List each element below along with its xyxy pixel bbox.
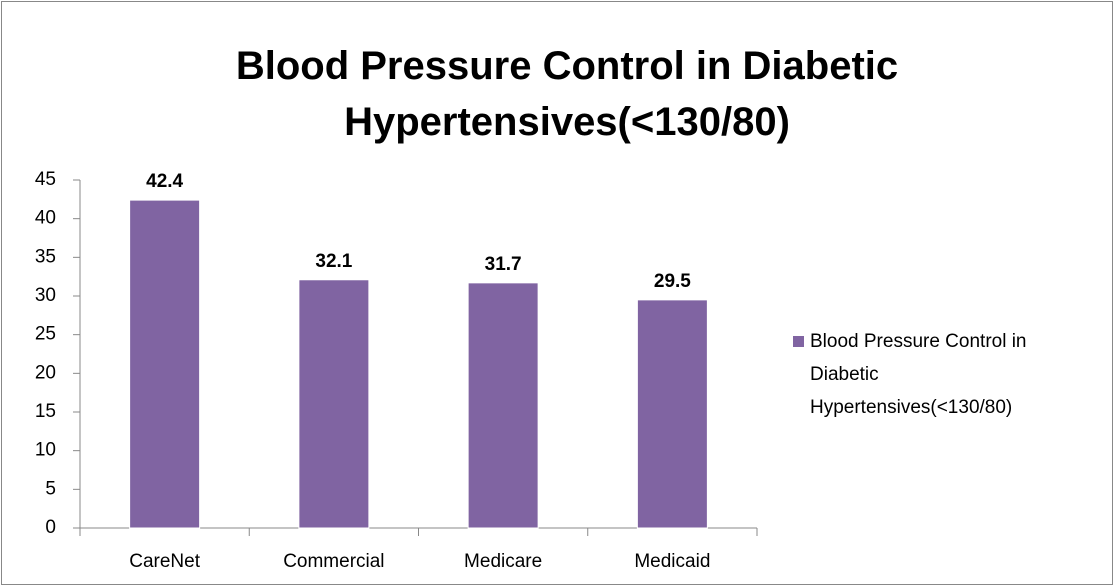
y-tick-label: 25 [35,324,56,345]
bar [467,282,539,529]
y-tick-label: 10 [35,440,56,461]
x-tick-label: Medicare [464,551,542,572]
data-label: 42.4 [146,171,183,192]
y-tick-label: 0 [45,517,56,538]
bar [636,299,708,529]
data-label: 32.1 [315,251,352,272]
data-label: 31.7 [485,254,522,275]
legend-swatch [793,336,804,347]
bar [298,279,370,529]
x-tick-label: Commercial [283,551,384,572]
bar [129,199,201,529]
y-tick-label: 15 [35,401,56,422]
y-tick-label: 30 [35,285,56,306]
y-tick-label: 20 [35,362,56,383]
y-tick-label: 40 [35,208,56,229]
y-tick-label: 5 [45,478,56,499]
legend-label: Blood Pressure Control in Diabetic Hyper… [810,331,1027,418]
x-tick-label: CareNet [129,551,200,572]
chart-title: Blood Pressure Control in Diabetic Hyper… [235,44,899,144]
y-tick-label: 35 [35,246,56,267]
y-tick-label: 45 [35,169,56,190]
x-tick-label: Medicaid [634,551,710,572]
data-label: 29.5 [654,271,691,292]
